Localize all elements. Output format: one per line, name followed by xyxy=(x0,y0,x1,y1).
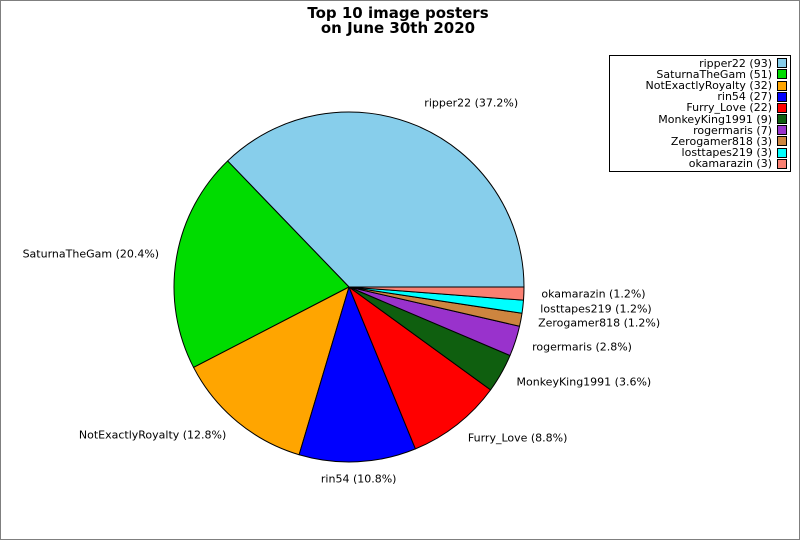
pie-slice-rin54 xyxy=(298,286,416,463)
pie-slice-ripper22 xyxy=(227,111,525,288)
legend-item-Zerogamer818: Zerogamer818 (3) xyxy=(613,136,787,147)
legend-item-ripper22: ripper22 (93) xyxy=(613,56,787,70)
legend-label: okamarazin (3) xyxy=(688,157,772,171)
pie-label-Zerogamer818: Zerogamer818 (1.2%) xyxy=(538,316,661,330)
legend-item-SaturnaTheGam: SaturnaTheGam (51) xyxy=(613,69,787,80)
legend-item-NotExactlyRoyalty: NotExactlyRoyalty (32) xyxy=(613,80,787,91)
pie-label-Furry_Love: Furry_Love (8.8%) xyxy=(467,431,568,445)
legend-label: MonkeyKing1991 (9) xyxy=(658,112,772,126)
legend-swatch xyxy=(777,158,787,169)
legend-item-losttapes219: losttapes219 (3) xyxy=(613,147,787,158)
pie-label-SaturnaTheGam: SaturnaTheGam (20.4%) xyxy=(22,247,160,261)
pie-slice-SaturnaTheGam xyxy=(173,160,350,368)
legend-label: losttapes219 (3) xyxy=(681,146,772,160)
legend-swatch xyxy=(777,69,787,80)
chart-title-line2: on June 30th 2020 xyxy=(320,18,476,37)
legend-item-rin54: rin54 (27) xyxy=(613,91,787,102)
legend-label: ripper22 (93) xyxy=(699,56,772,70)
legend-label: rin54 (27) xyxy=(717,90,772,104)
pie-slice-NotExactlyRoyalty xyxy=(193,286,350,456)
pie-label-ripper22: ripper22 (37.2%) xyxy=(424,96,519,109)
legend-swatch xyxy=(777,91,787,102)
pie-label-okamarazin: okamarazin (1.2%) xyxy=(541,287,646,301)
legend-swatch xyxy=(777,125,787,136)
chart-title-line1: Top 10 image posters xyxy=(307,4,489,22)
legend-label: NotExactlyRoyalty (32) xyxy=(645,78,772,92)
legend-item-Furry_Love: Furry_Love (22) xyxy=(613,101,787,115)
pie-label-losttapes219: losttapes219 (1.2%) xyxy=(540,302,652,316)
legend-item-MonkeyKing1991: MonkeyKing1991 (9) xyxy=(613,112,787,126)
pie-slice-Furry_Love xyxy=(348,286,492,450)
pie-slice-okamarazin xyxy=(348,286,525,301)
pie-label-MonkeyKing1991: MonkeyKing1991 (3.6%) xyxy=(516,375,652,389)
legend-swatch xyxy=(777,114,787,125)
pie-label-rogermaris: rogermaris (2.8%) xyxy=(532,340,632,353)
legend-label: SaturnaTheGam (51) xyxy=(656,67,772,81)
legend-label: Furry_Love (22) xyxy=(686,101,772,115)
chart-title: Top 10 image posters on June 30th 2020 xyxy=(3,6,793,35)
pie-label-rin54: rin54 (10.8%) xyxy=(320,472,397,486)
legend-swatch xyxy=(777,136,787,147)
legend: ripper22 (93) SaturnaTheGam (51) NotExactl… xyxy=(609,55,791,172)
legend-label: Zerogamer818 (3) xyxy=(670,134,772,148)
legend-swatch xyxy=(777,102,787,113)
legend-item-okamarazin: okamarazin (3) xyxy=(613,158,787,169)
pie-label-NotExactlyRoyalty: NotExactlyRoyalty (12.8%) xyxy=(78,428,227,442)
legend-label: rogermaris (7) xyxy=(693,123,772,137)
legend-swatch xyxy=(777,147,787,158)
legend-swatch xyxy=(777,58,787,69)
legend-swatch xyxy=(777,80,787,91)
legend-item-rogermaris: rogermaris (7) xyxy=(613,123,787,137)
